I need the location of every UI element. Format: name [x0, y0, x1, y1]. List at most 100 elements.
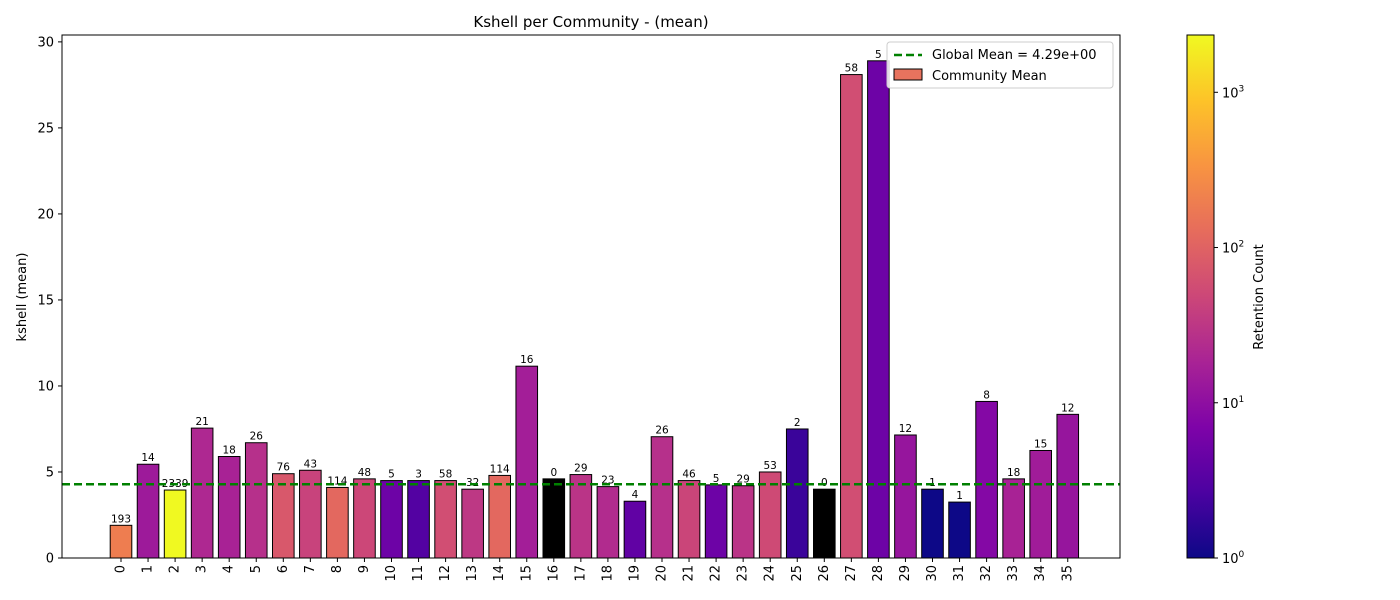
x-tick-label-4: 4 — [222, 565, 237, 573]
y-tick-label-0: 0 — [46, 552, 54, 567]
bar-2 — [163, 489, 187, 559]
bar-label-23: 29 — [736, 474, 749, 486]
x-tick-label-18: 18 — [600, 565, 615, 582]
bar-label-3: 21 — [195, 416, 208, 428]
x-tick-label-29: 29 — [898, 565, 913, 582]
x-tick-label-27: 27 — [844, 565, 859, 582]
bar-30 — [921, 488, 944, 559]
y-axis-label: kshell (mean) — [15, 253, 30, 342]
colorbar-tick-label-2: 102 — [1222, 240, 1244, 257]
bar-label-19: 4 — [632, 489, 639, 501]
bar-label-0: 193 — [111, 513, 131, 525]
x-tick-label-26: 26 — [817, 565, 832, 582]
bar-19 — [623, 500, 647, 559]
bar-label-6: 76 — [277, 462, 291, 474]
x-tick-label-9: 9 — [357, 565, 372, 573]
bar-label-29: 12 — [899, 423, 912, 435]
x-tick-label-8: 8 — [330, 565, 345, 573]
x-tick-label-3: 3 — [195, 565, 210, 573]
colorbar-tick-label-1: 101 — [1222, 395, 1244, 412]
bar-31 — [948, 501, 971, 559]
x-tick-label-19: 19 — [627, 565, 642, 582]
y-tick-label-30: 30 — [37, 35, 54, 50]
x-tick-label-12: 12 — [438, 565, 453, 582]
x-tick-label-13: 13 — [465, 565, 480, 582]
bar-16 — [542, 478, 566, 559]
bar-20 — [650, 436, 674, 559]
x-tick-label-24: 24 — [763, 565, 778, 582]
bar-8 — [326, 486, 349, 559]
x-tick-label-31: 31 — [952, 565, 967, 582]
x-tick-label-20: 20 — [655, 565, 670, 582]
bar-6 — [272, 473, 295, 559]
bar-22 — [704, 484, 728, 559]
bar-label-15: 16 — [520, 354, 534, 366]
bar-label-34: 15 — [1034, 438, 1047, 450]
bar-label-8: 114 — [327, 475, 347, 487]
y-ticks-group: 0 5 10 15 20 25 30 — [37, 35, 62, 567]
x-tick-label-2: 2 — [168, 565, 183, 573]
y-tick-label-20: 20 — [37, 207, 54, 222]
legend-bar-swatch — [893, 68, 923, 81]
colorbar-tick-label-3: 103 — [1222, 84, 1244, 101]
x-tick-label-5: 5 — [249, 565, 264, 573]
bar-34 — [1029, 449, 1053, 559]
bar-label-5: 26 — [250, 431, 264, 443]
bar-23 — [731, 485, 755, 559]
plot-frame — [61, 34, 1121, 559]
bar-label-28: 5 — [875, 49, 882, 61]
x-tick-label-14: 14 — [492, 565, 507, 582]
bar-18 — [596, 486, 620, 559]
x-tick-label-0: 0 — [114, 565, 129, 573]
bar-32 — [975, 400, 998, 559]
colorbar-tick-label-0: 100 — [1222, 550, 1245, 567]
bars-group — [109, 60, 1080, 559]
bar-14 — [488, 474, 511, 559]
bar-26 — [813, 488, 836, 559]
bar-label-17: 29 — [574, 463, 587, 475]
x-tick-label-17: 17 — [573, 565, 588, 582]
bar-17 — [569, 474, 593, 559]
bar-25 — [785, 428, 809, 559]
bar-label-22: 5 — [713, 473, 720, 485]
bar-label-33: 18 — [1007, 467, 1020, 479]
y-tick-label-15: 15 — [37, 293, 54, 308]
x-tick-label-34: 34 — [1033, 565, 1048, 582]
bar-label-16: 0 — [550, 467, 557, 479]
legend: Global Mean = 4.29e+00 Community Mean — [886, 41, 1114, 89]
bar-10 — [380, 480, 403, 559]
x-ticks-group: 0 1 2 3 4 5 6 7 8 9 10 11 12 13 14 15 16 17 18 19 20 21 22 23 24… — [114, 558, 1075, 582]
bar-29 — [894, 434, 917, 559]
bar-label-20: 26 — [655, 425, 669, 437]
legend-mean-label: Global Mean = 4.29e+00 — [932, 48, 1097, 63]
x-tick-label-11: 11 — [411, 565, 426, 582]
bar-21 — [677, 480, 701, 559]
bar-13 — [461, 488, 484, 559]
bar-33 — [1002, 478, 1025, 559]
bar-label-24: 53 — [764, 460, 777, 472]
bar-label-7: 43 — [304, 458, 317, 470]
bar-label-27: 58 — [845, 63, 858, 75]
colorbar: 100 101 102 103 Retention Count — [1186, 34, 1267, 567]
x-tick-label-21: 21 — [682, 565, 697, 582]
bar-15 — [515, 365, 539, 559]
x-tick-label-1: 1 — [141, 565, 156, 573]
bar-12 — [434, 480, 457, 559]
x-tick-label-6: 6 — [276, 565, 291, 573]
bar-3 — [190, 427, 214, 559]
bar-label-14: 114 — [490, 463, 510, 475]
bar-5 — [244, 442, 268, 559]
bar-label-4: 18 — [223, 445, 236, 457]
bar-label-12: 58 — [439, 469, 452, 481]
colorbar-ticks-group: 100 101 102 103 — [1214, 84, 1245, 567]
x-tick-label-7: 7 — [303, 565, 318, 573]
x-tick-label-32: 32 — [979, 565, 994, 582]
bar-label-25: 2 — [794, 417, 801, 429]
x-tick-label-23: 23 — [736, 565, 751, 582]
bar-0 — [109, 524, 133, 559]
bar-label-1: 14 — [141, 452, 155, 464]
legend-box — [886, 41, 1114, 89]
chart-title: Kshell per Community - (mean) — [473, 13, 708, 31]
bar-label-31: 1 — [956, 490, 963, 502]
